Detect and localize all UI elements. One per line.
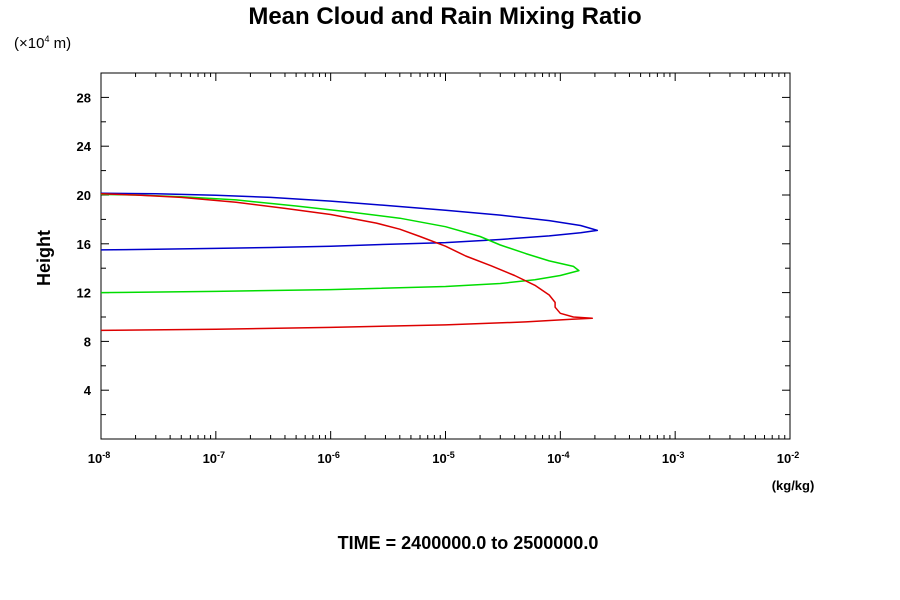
series-line-2 xyxy=(100,193,580,294)
x-tick-label: 10-5 xyxy=(432,450,454,466)
x-tick-label: 10-6 xyxy=(317,450,339,466)
y-scale-label: (×104 m) xyxy=(14,34,71,52)
x-tick-labels: 10-8 10-7 10-6 10-5 10-4 10-3 10-2 xyxy=(88,450,799,466)
series-line-3 xyxy=(100,193,594,332)
x-units-label: (kg/kg) xyxy=(772,478,815,493)
x-tick-label: 10-2 xyxy=(777,450,799,466)
y-tick-labels: 4 8 12 16 20 24 28 xyxy=(77,90,92,398)
x-tick-label: 10-8 xyxy=(88,450,110,466)
series-lines xyxy=(100,192,599,332)
x-tick-label: 10-3 xyxy=(662,450,684,466)
y-tick-label: 28 xyxy=(77,90,91,105)
y-tick-label: 20 xyxy=(77,188,91,203)
chart-title: Mean Cloud and Rain Mixing Ratio xyxy=(248,3,641,30)
axis-ticks xyxy=(100,73,790,439)
series-line-1 xyxy=(100,192,599,251)
y-axis-label: Height xyxy=(34,230,54,286)
y-tick-label: 24 xyxy=(77,139,92,154)
y-tick-label: 4 xyxy=(84,383,92,398)
x-tick-label: 10-4 xyxy=(547,450,569,466)
x-tick-label: 10-7 xyxy=(203,450,225,466)
y-tick-label: 12 xyxy=(77,286,91,301)
y-tick-label: 16 xyxy=(77,237,91,252)
time-range-label: TIME = 2400000.0 to 2500000.0 xyxy=(338,533,599,553)
plot-frame xyxy=(100,72,791,440)
y-tick-label: 8 xyxy=(84,334,91,349)
